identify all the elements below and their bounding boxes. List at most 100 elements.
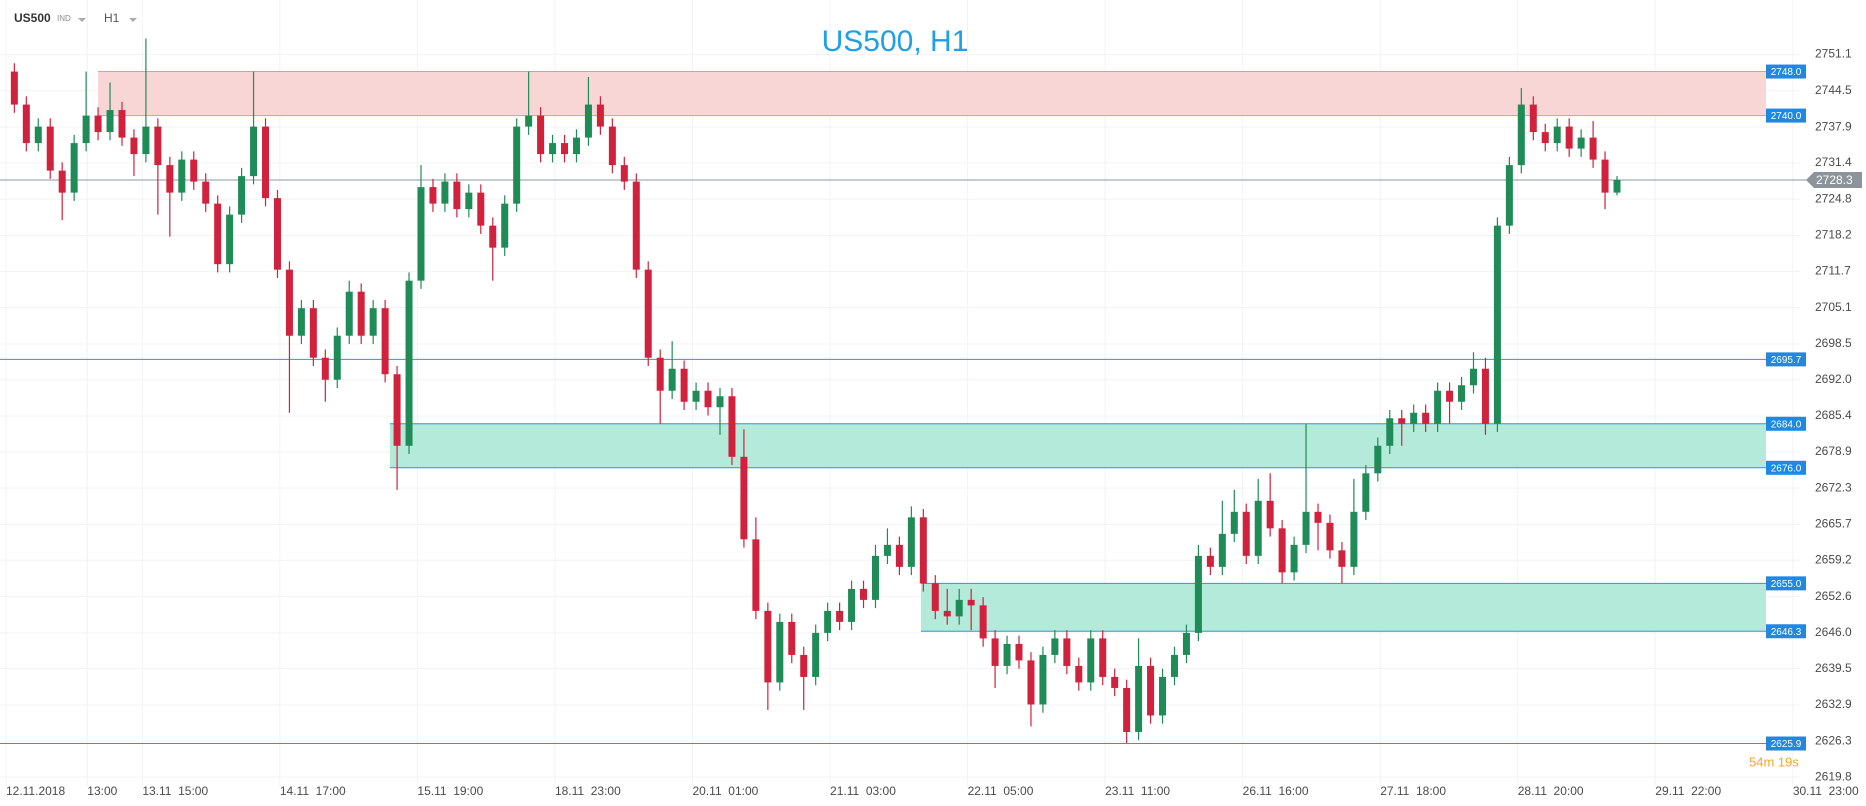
candle-body <box>238 176 246 215</box>
candle-body <box>1051 638 1059 655</box>
x-tick-label: 28.11 20:00 <box>1518 784 1584 798</box>
x-tick-label: 14.11 17:00 <box>280 784 346 798</box>
y-tick-label: 2665.7 <box>1815 517 1852 531</box>
y-tick-label: 2692.0 <box>1815 372 1852 386</box>
candle-body <box>369 308 377 336</box>
candle-body <box>381 308 389 375</box>
dropdown-caret[interactable] <box>78 18 86 22</box>
candle-body <box>417 187 425 281</box>
candle-body <box>1446 390 1454 402</box>
candle-body <box>895 544 903 567</box>
level-label-box <box>1766 416 1806 431</box>
candle-body <box>1398 418 1406 424</box>
y-tick-label: 2731.4 <box>1815 155 1852 169</box>
y-tick-label: 2632.9 <box>1815 697 1852 711</box>
candle-body <box>1493 225 1501 424</box>
level-label-box <box>1766 460 1806 475</box>
candle-body <box>716 396 724 408</box>
candle-body <box>824 610 832 633</box>
candle-body <box>82 115 90 144</box>
candle-body <box>764 610 772 683</box>
level-label: 2740.0 <box>1771 111 1802 122</box>
candle-body <box>453 181 461 210</box>
candle-body <box>429 187 437 204</box>
candle-body <box>1481 368 1489 424</box>
candle-body <box>680 368 688 402</box>
candle-body <box>70 143 78 193</box>
candle-body <box>1601 159 1609 193</box>
candle-body <box>393 374 401 446</box>
candle-body <box>154 126 162 166</box>
candle-body <box>561 143 569 155</box>
candle-body <box>549 143 557 155</box>
y-tick-label: 2698.5 <box>1815 336 1852 350</box>
candle-body <box>836 610 844 622</box>
candle-body <box>226 214 234 265</box>
y-tick-label: 2678.9 <box>1815 444 1852 458</box>
candle-body <box>728 396 736 457</box>
x-tick-label: 30.11 23:00 <box>1793 784 1859 798</box>
candle-body <box>1230 511 1238 534</box>
level-label-box <box>1766 108 1806 123</box>
candle-body <box>788 621 796 655</box>
candle-body <box>345 291 353 336</box>
y-tick-label: 2626.3 <box>1815 733 1852 747</box>
candle-body <box>1529 104 1537 133</box>
candle-body <box>1338 550 1346 567</box>
candle-body <box>166 165 174 193</box>
candle-body <box>1087 638 1095 683</box>
candle-body <box>1350 511 1358 567</box>
candle-body <box>489 225 497 248</box>
candle-body <box>860 588 868 600</box>
candle-body <box>1302 511 1310 545</box>
candle-body <box>321 357 329 380</box>
candle-body <box>656 357 664 391</box>
candle-body <box>752 539 760 611</box>
candle-body <box>1147 665 1155 716</box>
candle-body <box>1589 137 1597 160</box>
candle-body <box>979 605 987 639</box>
level-label: 2684.0 <box>1771 419 1802 430</box>
level-label-box <box>1766 352 1806 367</box>
candle-body <box>118 110 126 138</box>
candle-body <box>405 280 413 446</box>
y-tick-label: 2751.1 <box>1815 47 1852 61</box>
candle-body <box>34 126 42 144</box>
candle-body <box>1135 665 1143 732</box>
zone <box>920 583 1766 632</box>
candle-body <box>1111 676 1119 688</box>
level-label: 2655.0 <box>1771 579 1802 590</box>
candle-body <box>1613 179 1621 193</box>
candle-body <box>142 126 150 155</box>
candle-body <box>1362 473 1370 512</box>
candle-body <box>871 555 879 600</box>
level-label: 2695.7 <box>1771 355 1802 366</box>
x-tick-label: 13.11 15:00 <box>142 784 208 798</box>
candle-body <box>333 335 341 380</box>
candle-body <box>572 137 580 155</box>
x-tick-label: 15.11 19:00 <box>417 784 483 798</box>
candle-body <box>1254 500 1262 556</box>
timeframe[interactable]: H1 <box>104 11 120 25</box>
candle-body <box>1075 665 1083 683</box>
candle-body <box>58 170 66 193</box>
candle-body <box>1003 643 1011 666</box>
y-tick-label: 2652.6 <box>1815 589 1852 603</box>
candle-body <box>1410 412 1418 424</box>
level-label: 2676.0 <box>1771 463 1802 474</box>
candle-body <box>250 126 258 177</box>
y-tick-label: 2737.9 <box>1815 119 1852 133</box>
candle-body <box>441 181 449 204</box>
candle-body <box>10 71 18 105</box>
x-tick-label: 20.11 01:00 <box>692 784 758 798</box>
last-price-label: 2728.3 <box>1816 173 1853 187</box>
dropdown-caret[interactable] <box>129 18 137 22</box>
candle-body <box>704 390 712 408</box>
candle-body <box>202 181 210 204</box>
candle-body <box>919 517 927 584</box>
candle-body <box>525 115 533 127</box>
symbol-type[interactable]: IND <box>57 14 71 23</box>
x-tick-label: 23.11 11:00 <box>1105 784 1170 798</box>
y-tick-label: 2659.2 <box>1815 552 1852 566</box>
